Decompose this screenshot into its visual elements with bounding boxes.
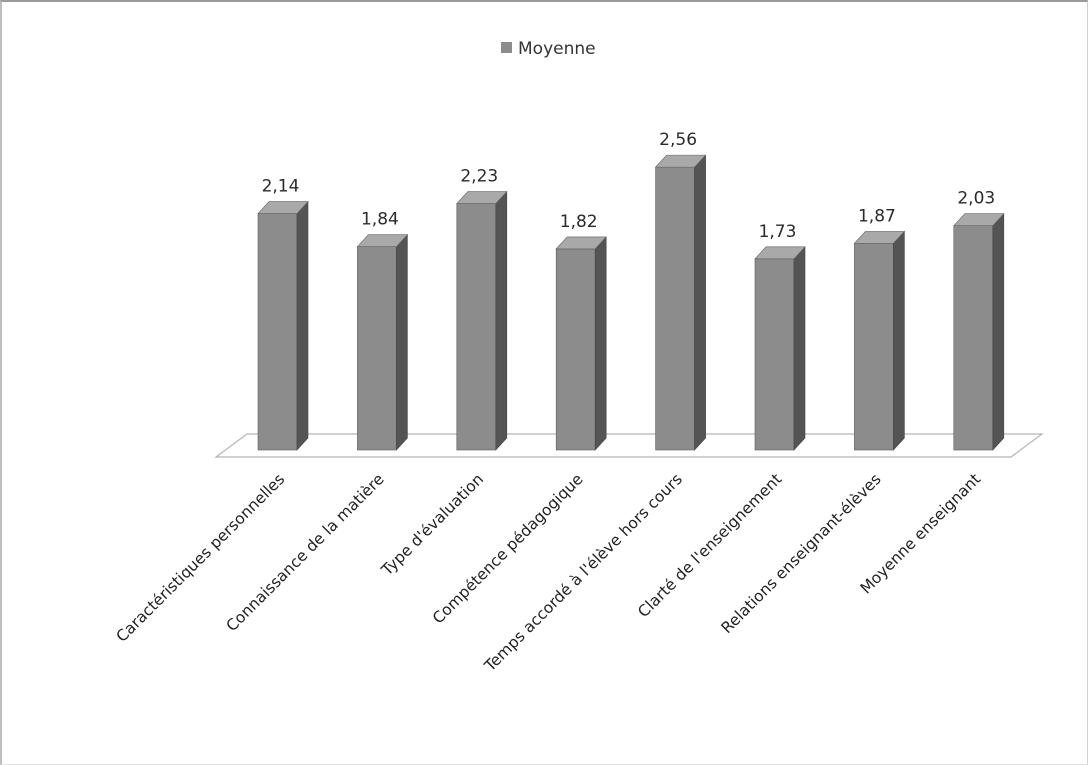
bar-top	[953, 213, 1005, 226]
legend-label: Moyenne	[518, 39, 596, 59]
bar-side	[893, 230, 905, 451]
bar	[853, 230, 906, 451]
bar-side	[396, 233, 408, 451]
category-label: Connaissance de la matière	[223, 470, 388, 635]
bar-front	[257, 213, 298, 451]
bar-side	[793, 246, 806, 451]
bar-front	[456, 203, 497, 451]
bar-side	[992, 212, 1005, 451]
value-label: 2,23	[460, 167, 498, 187]
category-label: Type d'évaluation	[377, 470, 487, 580]
value-label: 1,84	[361, 210, 399, 230]
bar	[654, 154, 707, 451]
bar	[356, 233, 409, 451]
bar	[555, 236, 607, 451]
bar-front	[655, 166, 695, 451]
bar	[456, 190, 508, 451]
bar-top	[257, 201, 309, 214]
category-label: Caractéristiques personnelles	[113, 470, 289, 646]
bar-top	[754, 246, 806, 260]
bar	[953, 212, 1005, 451]
bar-side	[495, 190, 508, 451]
value-label: 1,73	[759, 222, 797, 242]
bar	[754, 246, 806, 451]
value-labels: 2,14 1,84 2,23 1,82 2,56 1,73 1,87 2,03	[262, 130, 996, 242]
category-label: Relations enseignant-élèves	[718, 470, 885, 637]
bar-top	[853, 231, 906, 244]
bar-front	[555, 248, 596, 451]
chart-floor	[214, 433, 1044, 458]
bar	[257, 200, 309, 451]
bar-front	[854, 243, 894, 451]
value-label: 2,56	[659, 130, 697, 150]
category-labels: Caractéristiques personnellesConnaissanc…	[113, 470, 984, 676]
legend: Moyenne	[501, 39, 596, 59]
bar-side	[594, 236, 607, 451]
bar-side	[694, 154, 706, 451]
bar-top	[456, 191, 508, 204]
bar-top	[555, 236, 607, 250]
bars	[257, 154, 1005, 451]
category-label: Temps accordé à l'élève hors cours	[480, 470, 686, 676]
bar-front	[754, 258, 795, 451]
value-label: 2,03	[957, 189, 995, 209]
bar-front	[357, 246, 397, 451]
value-label: 2,14	[262, 177, 300, 197]
bar-top	[356, 234, 409, 247]
value-label: 1,87	[858, 206, 896, 226]
bar-top	[654, 154, 707, 168]
bar-front	[953, 225, 994, 451]
legend-swatch	[501, 42, 512, 53]
value-label: 1,82	[560, 212, 598, 232]
bar-side	[296, 200, 309, 451]
